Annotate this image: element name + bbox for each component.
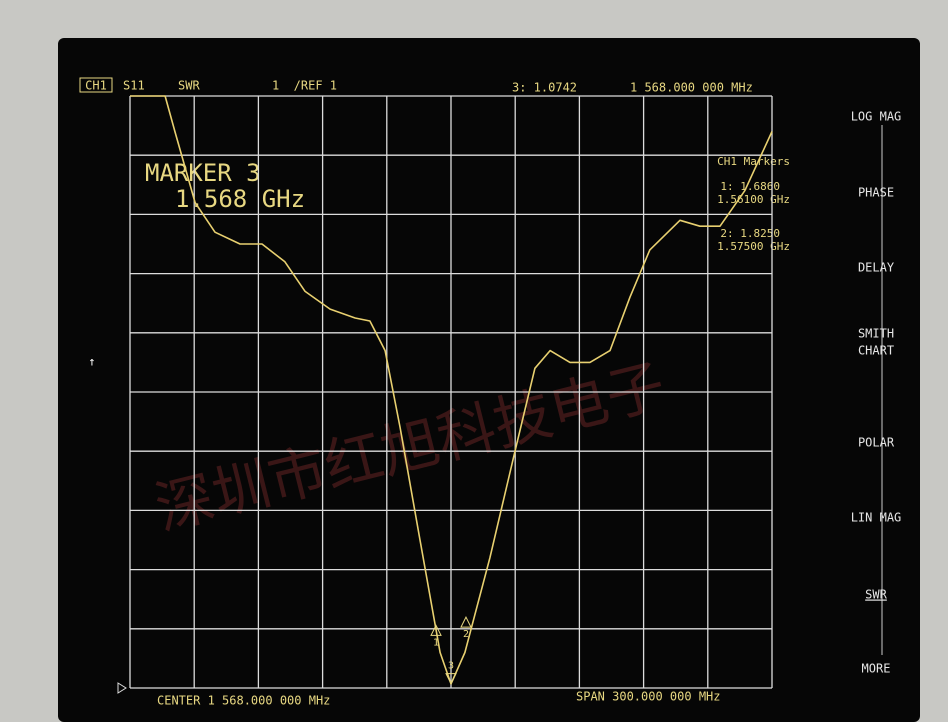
marker-readout: 1: 1.6860 xyxy=(720,180,780,193)
marker-list-title: CH1 Markers xyxy=(717,155,790,168)
softkey-label[interactable]: CHART xyxy=(858,344,894,358)
softkey-label[interactable]: DELAY xyxy=(858,261,895,275)
span: SPAN 300.000 000 MHz xyxy=(576,690,721,704)
marker-title: MARKER 3 xyxy=(145,159,261,187)
softkey-label[interactable]: MORE xyxy=(862,662,891,676)
screen-photo: CH1 S11 SWR 1 /REF 1 3: 1.0742 1 568.000… xyxy=(0,0,948,722)
marker-label: 3 xyxy=(448,661,454,672)
softkey-label[interactable]: LOG MAG xyxy=(851,110,902,124)
screen xyxy=(58,38,920,722)
softkey-label[interactable]: LIN MAG xyxy=(851,511,902,525)
scale: 1 /REF 1 xyxy=(272,79,337,93)
softkey-label[interactable]: PHASE xyxy=(858,186,894,200)
softkey-label[interactable]: SWR xyxy=(865,588,887,602)
format: SWR xyxy=(178,79,200,93)
marker-freq: 1.57500 GHz xyxy=(717,240,790,253)
channel: CH1 xyxy=(85,79,107,93)
active-readout: 3: 1.0742 xyxy=(512,81,577,95)
softkey-label[interactable]: POLAR xyxy=(858,436,895,450)
softkey-label[interactable]: SMITH xyxy=(858,327,894,341)
parameter: S11 xyxy=(123,79,145,93)
marker-readout: 2: 1.8250 xyxy=(720,227,780,240)
ref-arrow: ↑ xyxy=(88,355,95,369)
center: CENTER 1 568.000 000 MHz xyxy=(157,694,330,708)
marker-label: 1 xyxy=(433,637,439,648)
page: CH1 S11 SWR 1 /REF 1 3: 1.0742 1 568.000… xyxy=(0,0,948,722)
marker-freq: 1.56100 GHz xyxy=(717,193,790,206)
marker-label: 2 xyxy=(463,629,469,640)
active-frequency: 1 568.000 000 MHz xyxy=(630,81,753,95)
